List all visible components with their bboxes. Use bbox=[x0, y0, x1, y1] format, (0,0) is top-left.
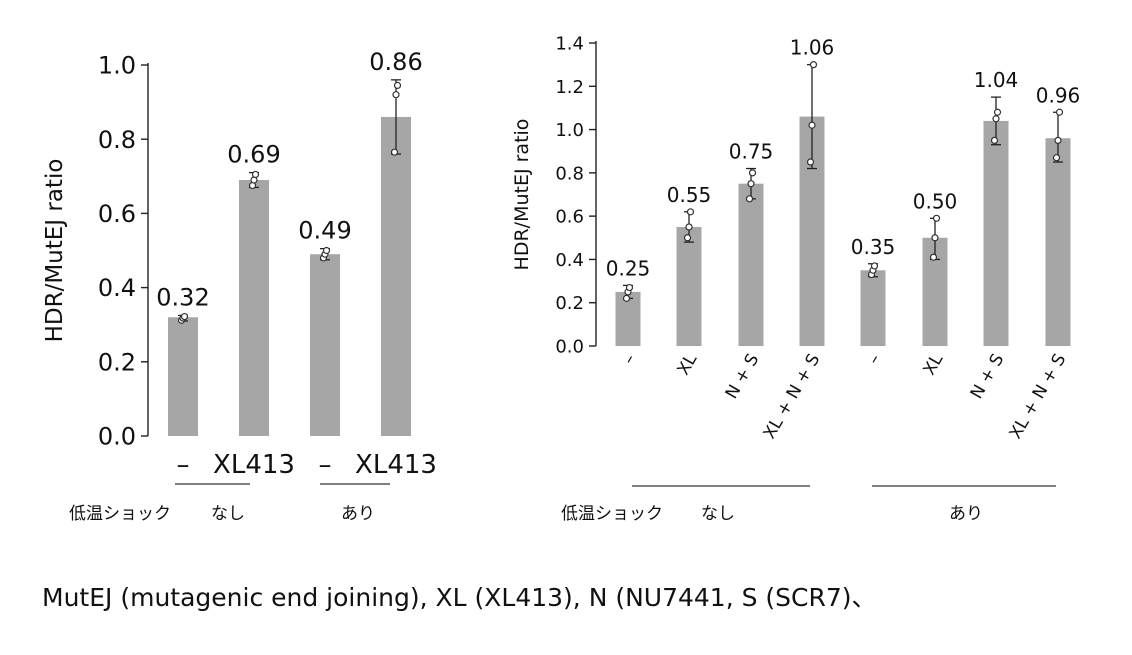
data-point bbox=[806, 158, 815, 166]
data-point bbox=[251, 170, 260, 179]
bar bbox=[1045, 138, 1071, 346]
category-label: XL + N + S bbox=[1006, 351, 1071, 443]
y-axis-label: HDR/MutEJ ratio bbox=[42, 159, 68, 343]
figure-caption: MutEJ (mutagenic end joining), XL (XL413… bbox=[42, 583, 877, 612]
y-tick-label: 1.0 bbox=[555, 120, 584, 141]
data-point bbox=[745, 195, 754, 203]
value-label: 0.50 bbox=[913, 189, 958, 213]
data-point bbox=[992, 115, 1000, 123]
data-point bbox=[809, 61, 818, 69]
category-label: XL bbox=[919, 350, 947, 379]
data-point bbox=[993, 108, 1002, 116]
data-point bbox=[683, 234, 692, 242]
data-point bbox=[808, 121, 816, 129]
data-point bbox=[180, 312, 189, 321]
y-tick-label: 0.8 bbox=[98, 126, 136, 154]
category-label: XL413 bbox=[355, 450, 437, 480]
y-tick-label: 1.4 bbox=[555, 33, 584, 54]
value-label: 0.25 bbox=[606, 256, 651, 280]
bar bbox=[860, 270, 886, 346]
group-label: なし bbox=[701, 504, 735, 524]
data-point bbox=[870, 262, 879, 270]
value-label: 0.55 bbox=[667, 183, 712, 207]
data-point bbox=[392, 91, 400, 99]
group-label: あり bbox=[341, 504, 375, 524]
y-tick-label: 0.0 bbox=[98, 423, 136, 451]
data-point bbox=[931, 234, 939, 242]
bar bbox=[168, 317, 198, 436]
data-point bbox=[622, 294, 631, 302]
data-point bbox=[322, 246, 331, 255]
value-label: 1.04 bbox=[974, 68, 1019, 92]
data-point bbox=[390, 148, 399, 156]
bar bbox=[738, 183, 764, 346]
category-label: N + S bbox=[967, 351, 1009, 403]
value-label: 0.35 bbox=[851, 235, 896, 259]
group-label: なし bbox=[211, 504, 245, 524]
data-point bbox=[686, 208, 695, 216]
group-label: 低温ショック bbox=[69, 504, 171, 524]
y-tick-label: 0.4 bbox=[98, 274, 136, 302]
category-label: – bbox=[319, 450, 332, 480]
bar bbox=[676, 226, 702, 346]
y-tick-label: 0.2 bbox=[555, 293, 584, 314]
bar bbox=[983, 120, 1009, 347]
data-point bbox=[932, 214, 941, 222]
data-point bbox=[748, 169, 757, 177]
bar bbox=[239, 180, 269, 436]
y-tick-label: 0.6 bbox=[555, 207, 584, 228]
y-tick-label: 0.4 bbox=[555, 250, 584, 271]
y-tick-label: 0.0 bbox=[555, 336, 584, 357]
data-point bbox=[747, 180, 755, 188]
y-tick-label: 0.2 bbox=[98, 348, 136, 376]
value-label: 0.49 bbox=[298, 217, 351, 245]
category-label: – bbox=[619, 351, 641, 368]
y-tick-label: 0.6 bbox=[98, 200, 136, 228]
data-point bbox=[1055, 108, 1064, 116]
group-label: あり bbox=[949, 504, 983, 524]
category-label: XL + N + S bbox=[760, 351, 825, 443]
category-label: XL413 bbox=[213, 450, 295, 480]
category-label: – bbox=[177, 450, 190, 480]
value-label: 0.69 bbox=[227, 141, 280, 169]
data-point bbox=[929, 253, 938, 261]
bar bbox=[310, 254, 340, 436]
data-point bbox=[685, 223, 693, 231]
data-point bbox=[990, 136, 999, 144]
data-point bbox=[625, 283, 634, 292]
category-label: – bbox=[864, 351, 886, 368]
data-point bbox=[393, 81, 402, 90]
category-label: N + S bbox=[722, 351, 764, 403]
value-label: 0.96 bbox=[1036, 83, 1081, 107]
category-label: XL bbox=[673, 350, 701, 379]
value-label: 0.75 bbox=[729, 140, 774, 164]
data-point bbox=[1052, 154, 1061, 162]
chart-canvas: 0.0 0.2 0.4 0.6 0.8 1.0 HDR/MutEJ ratio 0.32 0.6… bbox=[42, 33, 1081, 524]
group-label: 低温ショック bbox=[561, 504, 663, 524]
bar bbox=[381, 116, 411, 436]
data-point bbox=[1054, 136, 1062, 144]
value-label: 1.06 bbox=[790, 36, 835, 60]
value-label: 0.86 bbox=[369, 48, 422, 76]
y-tick-label: 0.8 bbox=[555, 163, 584, 184]
y-tick-label: 1.2 bbox=[555, 77, 584, 98]
value-label: 0.32 bbox=[156, 283, 209, 311]
y-tick-label: 1.0 bbox=[98, 52, 136, 80]
y-axis-label: HDR/MutEJ ratio bbox=[511, 119, 533, 271]
